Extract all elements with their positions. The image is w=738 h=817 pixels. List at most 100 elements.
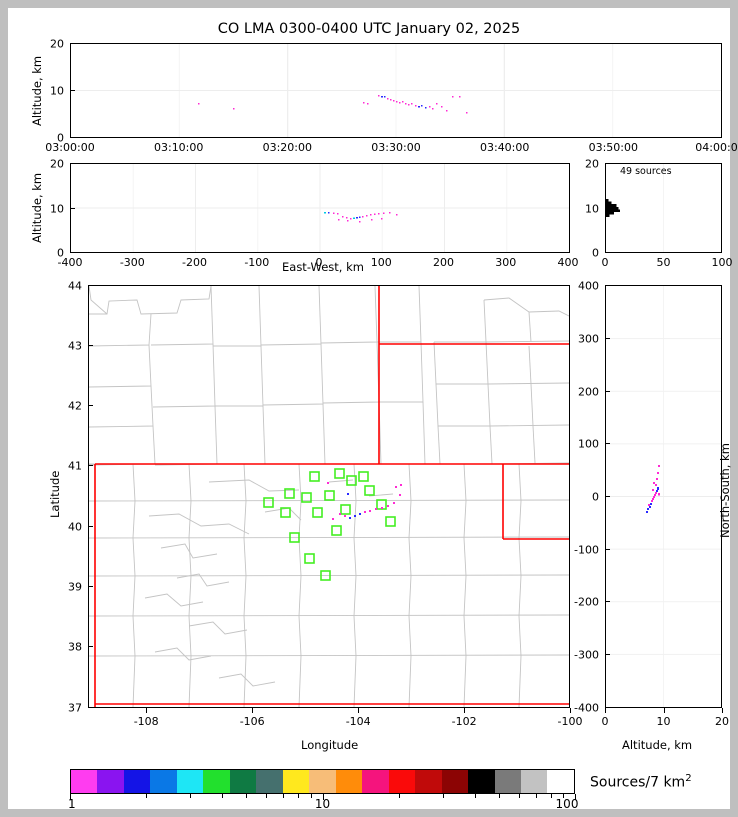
tick-map-lat-38: 38 [68, 640, 82, 654]
tick-ew-y-0: 0 [57, 246, 64, 260]
colorbar-minor-tick [266, 794, 268, 798]
tick-time-x-1: 03:10:00 [153, 141, 204, 154]
tick-time-x-4: 03:40:00 [479, 141, 530, 154]
tick-ew-x-6: 200 [433, 256, 454, 269]
colorbar-title-text: Sources/7 km [590, 774, 686, 791]
tick-map-lon--104: -104 [345, 715, 371, 728]
colorbar-segment-18 [547, 770, 574, 793]
colorbar-minor-tick [535, 794, 537, 798]
colorbar-major-tick [70, 794, 71, 800]
colorbar-minor-tick [298, 794, 300, 798]
axis-label-north-south: North-South, km [718, 443, 732, 538]
source-points-east-west [324, 212, 398, 223]
colorbar-major-tick [575, 794, 576, 800]
colorbar-segment-1 [97, 770, 124, 793]
tick-time-y-20: 20 [50, 37, 64, 51]
tick-ns--300: -300 [574, 648, 599, 662]
tick-ew-x-2: -200 [182, 256, 207, 269]
colorbar-tick-100: 100 [555, 797, 579, 811]
tick-map-lon--106: -106 [239, 715, 265, 728]
tick-ew-x-3: -100 [244, 256, 270, 269]
colorbar-minor-tick [550, 794, 552, 798]
tick-ew-x-8: 400 [557, 256, 579, 269]
tick-ns-0: 0 [592, 490, 599, 504]
tick-ew-x-5: 100 [370, 256, 392, 269]
tick-ns-200: 200 [578, 385, 599, 399]
source-points-north-south [646, 465, 660, 513]
colorbar-minor-tick [310, 794, 312, 798]
tick-hist-y-20: 20 [585, 157, 599, 171]
tick-ew-x-1: -300 [119, 256, 145, 269]
sources-density-colorbar[interactable] [70, 769, 575, 794]
tick-hist-x-2: 100 [711, 256, 733, 269]
tick-ns--100: -100 [574, 543, 599, 557]
colorbar-minor-tick [442, 794, 444, 798]
tick-ew-y-10: 10 [50, 202, 64, 216]
colorbar-minor-tick [474, 794, 476, 798]
tick-map-lon--102: -102 [451, 715, 477, 728]
tick-ns-100: 100 [578, 437, 599, 451]
tick-map-lat-43: 43 [68, 339, 82, 353]
county-boundaries [89, 286, 569, 707]
colorbar-segment-11 [362, 770, 389, 793]
tick-map-lat-39: 39 [68, 580, 82, 594]
colorbar-major-tick [322, 794, 324, 800]
colorbar-minor-tick [190, 794, 192, 798]
panel-altitude-vs-north-south [605, 285, 722, 708]
colorbar-minor-tick [498, 794, 500, 798]
colorbar-minor-tick [222, 794, 224, 798]
axis-label-east-west: East-West, km [282, 260, 364, 274]
tick-time-x-2: 03:20:00 [262, 141, 312, 154]
colorbar-segment-5 [203, 770, 230, 793]
tick-time-y-0: 0 [57, 131, 64, 145]
colorbar-minor-tick [283, 794, 285, 798]
tick-ew-x-0: -400 [57, 256, 83, 269]
colorbar-minor-tick [398, 794, 400, 798]
axis-label-latitude: Latitude [48, 470, 62, 518]
tick-map-lat-37: 37 [68, 701, 82, 715]
colorbar-minor-tick [146, 794, 147, 798]
tick-ns-300: 300 [578, 332, 599, 346]
tick-map-lat-42: 42 [68, 399, 82, 413]
source-points-map [327, 482, 402, 520]
source-count-annotation: 49 sources [620, 166, 672, 177]
figure-title: CO LMA 0300-0400 UTC January 02, 2025 [217, 21, 521, 37]
tick-ew-x-7: 300 [495, 256, 517, 269]
tick-ns-alt-20: 20 [715, 715, 729, 728]
colorbar-tick-1: 1 [68, 797, 76, 811]
colorbar-minor-tick [518, 794, 520, 798]
tick-time-x-5: 03:50:00 [588, 141, 638, 154]
panel-east-west-vs-altitude [70, 163, 570, 253]
colorbar-segment-8 [282, 770, 310, 793]
state-boundaries [94, 286, 569, 707]
panel-altitude-histogram [605, 163, 722, 253]
tick-map-lon--100: -100 [557, 715, 583, 728]
colorbar-segment-0 [71, 770, 98, 793]
tick-map-lon--108: -108 [133, 715, 159, 728]
colorbar-title-superscript: 2 [685, 773, 692, 784]
tick-ns-alt-10: 10 [656, 715, 671, 728]
tick-time-y-10: 10 [50, 84, 64, 98]
tick-map-lat-40: 40 [68, 520, 82, 534]
source-points-time [198, 95, 468, 114]
tick-time-x-0: 03:00:00 [45, 141, 95, 154]
colorbar-tick-10: 10 [314, 797, 331, 811]
colorbar-segment-6 [229, 770, 257, 793]
figure-canvas: CO LMA 0300-0400 UTC January 02, 2025 [8, 8, 738, 811]
colorbar-segment-9 [309, 770, 336, 793]
tick-ns--400: -400 [574, 701, 599, 715]
tick-hist-y-0: 0 [592, 246, 599, 260]
tick-time-x-6: 04:00:00 [695, 141, 738, 154]
colorbar-segment-10 [335, 770, 363, 793]
panel-map [88, 285, 570, 708]
colorbar-minor-tick [246, 794, 248, 798]
tick-hist-y-10: 10 [585, 202, 599, 216]
tick-ew-x-4: 0 [315, 256, 323, 269]
colorbar-segment-14 [441, 770, 469, 793]
axis-label-ew-altitude: Altitude, km [30, 172, 44, 243]
histogram-bars [606, 199, 620, 218]
tick-map-lat-44: 44 [68, 279, 82, 293]
lma-station-markers [263, 468, 396, 581]
colorbar-segment-4 [176, 770, 204, 793]
tick-ew-y-20: 20 [50, 157, 64, 171]
